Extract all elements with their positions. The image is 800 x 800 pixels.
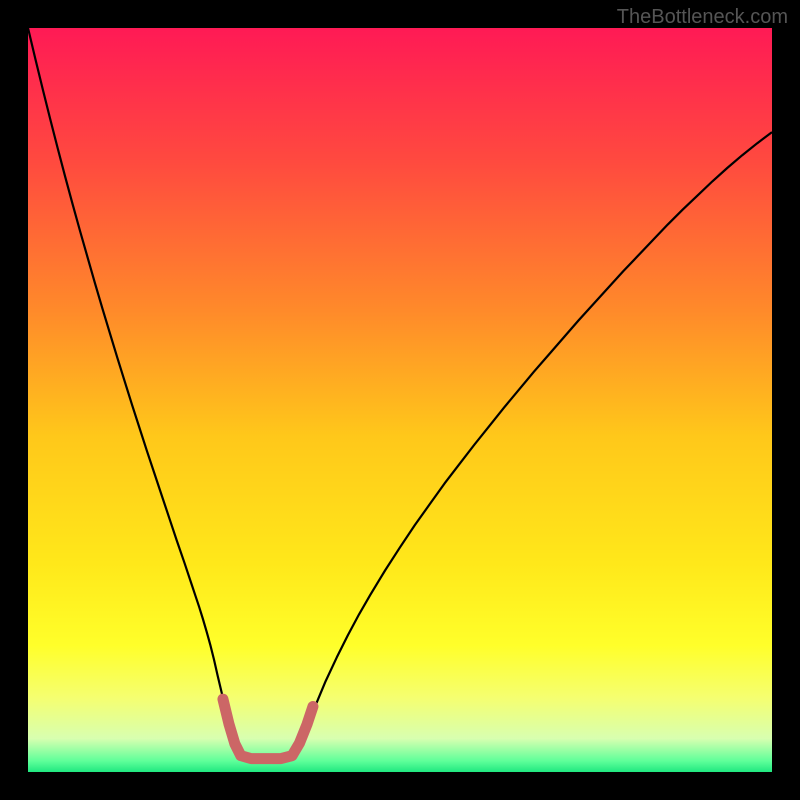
plot-area (28, 28, 772, 772)
chart-container: TheBottleneck.com (0, 0, 800, 800)
watermark-text: TheBottleneck.com (617, 6, 788, 29)
